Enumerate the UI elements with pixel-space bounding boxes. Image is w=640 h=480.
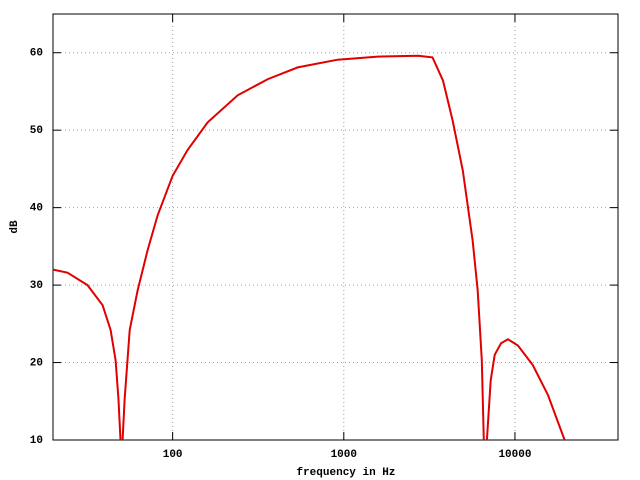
x-tick-label: 1000: [331, 449, 357, 461]
x-tick-label: 100: [163, 449, 183, 461]
y-tick-label: 10: [30, 435, 43, 447]
y-tick-label: 20: [30, 357, 43, 369]
y-tick-label: 40: [30, 203, 43, 215]
x-tick-label: 10000: [498, 449, 531, 461]
x-axis-label: frequency in Hz: [296, 467, 395, 479]
plot-frame: [52, 13, 619, 441]
y-tick-label: 50: [30, 125, 43, 137]
y-tick-label: 30: [30, 280, 43, 292]
line-series: [53, 54, 566, 440]
y-axis-label: dB: [9, 220, 21, 234]
y-tick-label: 60: [30, 48, 43, 60]
